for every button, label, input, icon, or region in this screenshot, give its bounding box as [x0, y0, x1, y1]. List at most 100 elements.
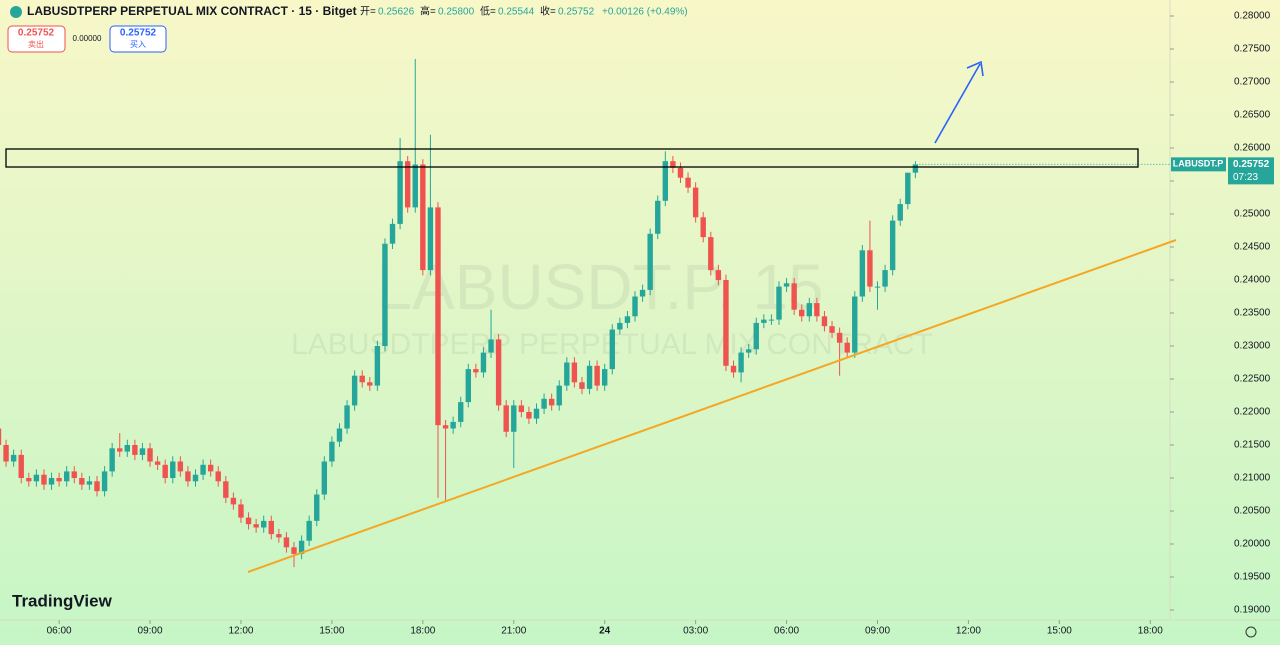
x-tick-label: 09:00: [138, 626, 163, 637]
candle-body: [306, 520, 312, 541]
candle-body: [63, 471, 70, 482]
candle-body: [412, 164, 418, 208]
candle-body: [124, 445, 131, 452]
x-tick-label: 15:00: [1047, 626, 1072, 637]
candle-body: [503, 405, 509, 432]
ohlc-label: 高=: [420, 5, 436, 18]
candle-body: [791, 283, 797, 310]
candle-body: [298, 540, 305, 554]
candle-body: [192, 474, 199, 482]
candle-body: [41, 474, 47, 485]
symbol-title: LABUSDTPERP PERPETUAL MIX CONTRACT · 15 …: [27, 4, 357, 18]
arrow: [934, 63, 981, 144]
ohlc-value: 0.25544: [498, 7, 535, 18]
candle-body: [283, 537, 290, 548]
candle-body: [761, 319, 767, 323]
x-tick-label: 06:00: [47, 626, 72, 637]
candle-body: [594, 365, 600, 386]
spread: 0.00000: [73, 34, 102, 43]
y-tick-label: 0.27000: [1234, 77, 1271, 88]
y-tick-label: 0.20000: [1234, 539, 1271, 550]
candle-body: [821, 316, 828, 327]
candle-body: [806, 303, 813, 317]
candle-body: [662, 161, 669, 201]
y-tick-label: 0.21000: [1234, 473, 1271, 484]
candle-body: [882, 270, 888, 287]
candle-body: [753, 322, 759, 350]
candle-body: [639, 289, 646, 297]
y-tick-label: 0.27500: [1234, 44, 1271, 55]
candle-body: [26, 478, 32, 482]
candle-body: [511, 405, 517, 432]
candle-body: [609, 329, 615, 370]
settings-icon[interactable]: [1245, 626, 1257, 638]
buy-button[interactable]: [109, 25, 167, 53]
candle-body: [33, 474, 40, 482]
x-tick-label: 18:00: [1138, 626, 1163, 637]
candle-body: [670, 161, 676, 168]
candle-body: [912, 164, 919, 173]
candle-body: [867, 250, 873, 287]
price-tag: [1228, 157, 1274, 185]
candle-body: [768, 319, 775, 321]
candle-body: [488, 339, 494, 353]
x-tick-label: 03:00: [683, 626, 708, 637]
candle-body: [836, 332, 843, 343]
candle-body: [48, 478, 55, 485]
ohlc-value: 0.25800: [438, 7, 475, 18]
y-tick-label: 0.20500: [1234, 506, 1271, 517]
y-tick-label: 0.26000: [1234, 143, 1271, 154]
candle-body: [571, 362, 578, 383]
candle-body: [207, 464, 214, 472]
candle-body: [329, 441, 335, 462]
candle-body: [223, 481, 229, 498]
candle-body: [101, 471, 108, 492]
candle-body: [351, 375, 358, 406]
candle-body: [829, 326, 835, 333]
candle-body: [389, 223, 396, 244]
candle-body: [799, 309, 805, 317]
candle-body: [314, 494, 320, 521]
candle-body: [261, 520, 267, 528]
candle-body: [723, 280, 729, 366]
sell-button[interactable]: [7, 25, 66, 53]
candle-body: [579, 382, 585, 389]
candle-body: [139, 448, 146, 455]
y-tick-label: 0.25000: [1234, 209, 1271, 220]
ohlc-label: 低=: [480, 5, 496, 18]
candle-body: [336, 428, 343, 442]
y-tick-label: 0.24500: [1234, 242, 1271, 253]
candle-body: [814, 303, 820, 317]
candle-body: [677, 167, 684, 178]
candle-body: [147, 448, 153, 462]
candle-body: [715, 270, 722, 280]
candle-body: [427, 207, 434, 271]
candle-body: [132, 445, 138, 455]
candle-body: [109, 448, 115, 472]
candle-body: [852, 296, 858, 353]
watermark: LABUSDT.P, 15: [376, 251, 823, 323]
candle-body: [435, 207, 441, 426]
candle-body: [783, 283, 790, 287]
candle-body: [655, 200, 661, 234]
candle-body: [291, 547, 297, 554]
ohlc-change: +0.00126 (+0.49%): [602, 7, 688, 18]
candle-body: [253, 524, 259, 528]
candle-body: [859, 250, 866, 297]
candle-body: [321, 461, 328, 495]
sell-price: 0.25752: [18, 28, 55, 39]
y-tick-label: 0.23500: [1234, 308, 1271, 319]
x-tick-label: 12:00: [956, 626, 981, 637]
x-tick-label: 18:00: [410, 626, 435, 637]
buy-price: 0.25752: [120, 28, 157, 39]
candle-body: [874, 286, 881, 288]
candle-body: [170, 461, 176, 478]
candle-body: [495, 339, 502, 406]
candle-body: [533, 408, 540, 419]
ohlc-label: 收=: [540, 5, 556, 18]
candle-body: [518, 405, 525, 412]
candle-body: [647, 233, 653, 290]
logo: TradingView: [12, 591, 113, 610]
candle-body: [10, 454, 17, 462]
